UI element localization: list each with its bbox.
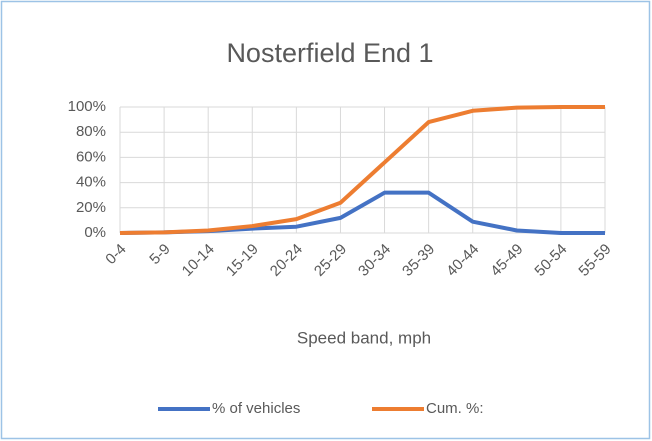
- y-tick-label: 80%: [76, 123, 106, 140]
- legend-label: % of vehicles: [212, 400, 300, 417]
- y-tick-label: 100%: [68, 98, 106, 115]
- x-axis-title: Speed band, mph: [297, 328, 431, 347]
- legend-label: Cum. %:: [426, 400, 484, 417]
- chart-title: Nosterfield End 1: [226, 38, 433, 68]
- y-tick-label: 60%: [76, 148, 106, 165]
- y-tick-label: 0%: [84, 224, 106, 241]
- line-series: [119, 105, 605, 235]
- y-tick-label: 40%: [76, 174, 106, 191]
- y-tick-label: 20%: [76, 199, 106, 216]
